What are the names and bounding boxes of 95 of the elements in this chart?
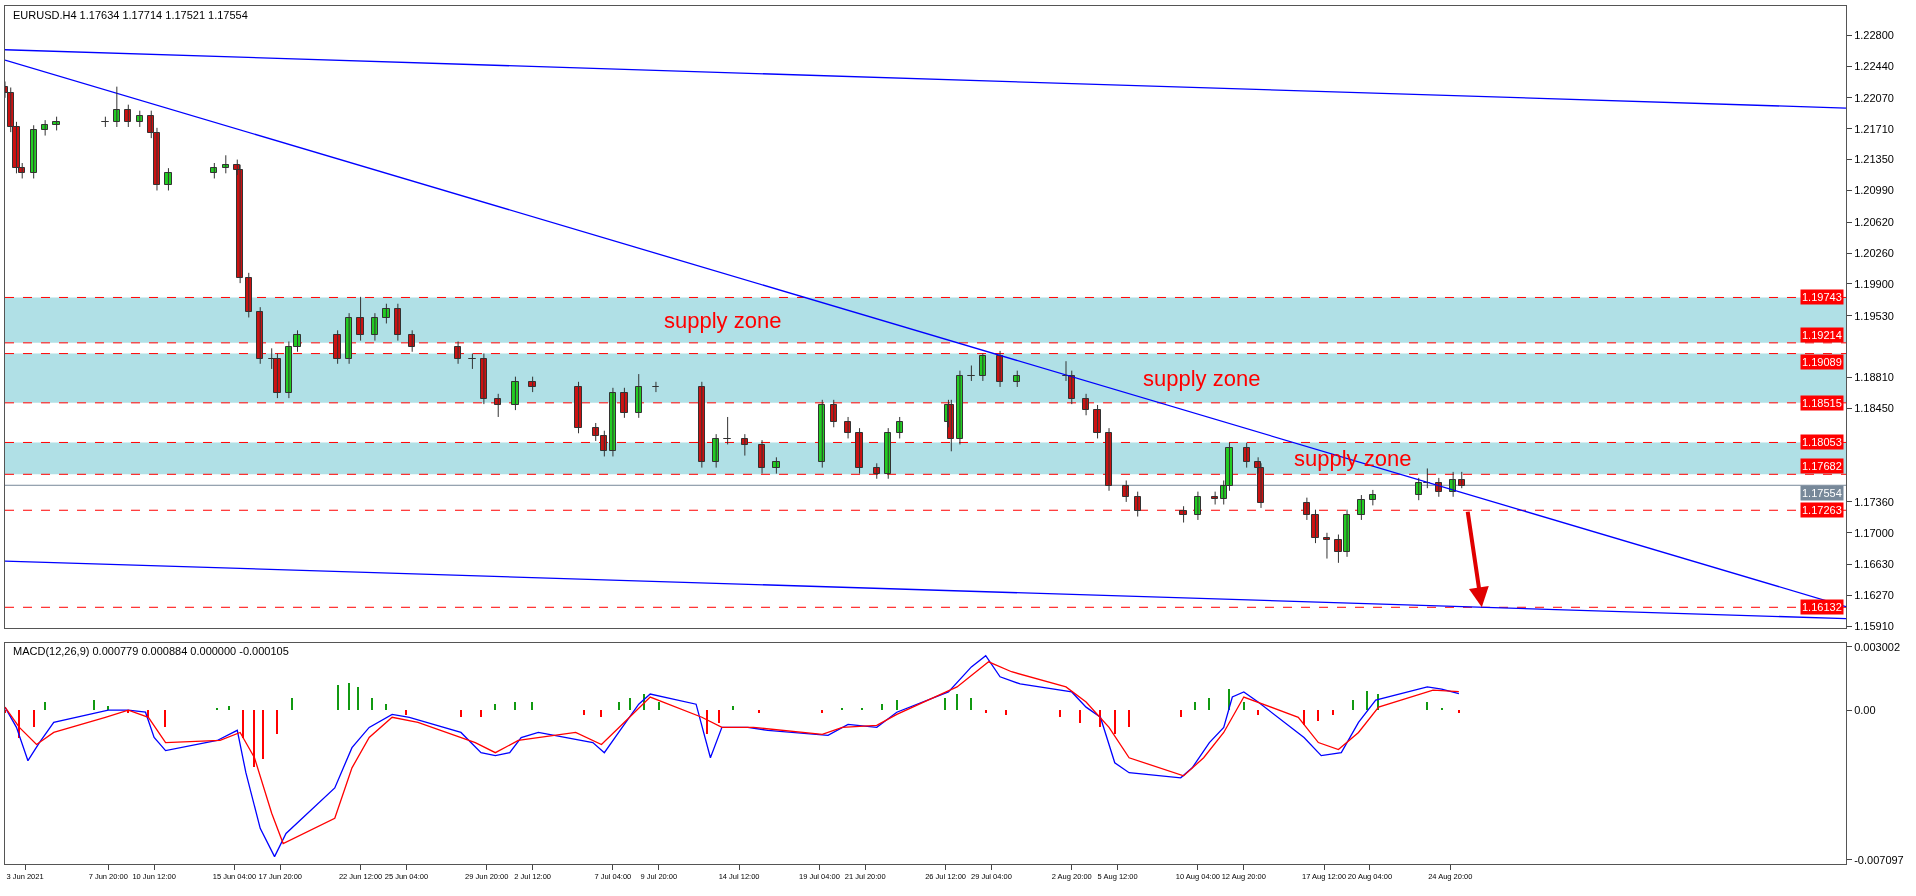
bar [514,701,516,710]
bar [385,703,387,710]
y-tick-label: 1.15910 [1854,620,1894,633]
bar [228,705,230,710]
bar [494,703,496,710]
y-tick-label: 1.21350 [1854,153,1894,166]
bar [147,709,149,717]
bar [970,697,972,710]
y-tick-label: 1.22800 [1854,29,1894,42]
ref-line-label: 1.19089 [1802,356,1842,368]
bar [1180,709,1182,717]
bar [896,699,898,710]
bar [618,701,620,710]
y-tick-label: 1.22070 [1854,91,1894,104]
y-tick-label: 1.19530 [1854,309,1894,322]
ref-line-label: 1.16132 [1802,601,1842,613]
bar [732,705,734,710]
bar [460,709,462,717]
bar [357,686,359,710]
band-label: supply zone [1143,366,1261,391]
bar [1441,707,1443,710]
ref-line-label: 1.19214 [1802,329,1842,341]
y-tick-label: 1.20620 [1854,216,1894,229]
bar [242,709,244,738]
bar [262,709,264,759]
bar [1303,709,1305,725]
bar [93,699,95,710]
bar [1332,709,1334,715]
bar [1128,709,1130,727]
bar [531,701,533,710]
bar [1079,709,1081,723]
band-label: supply zone [664,308,782,333]
bar [1257,709,1259,715]
chart-title: MACD(12,26,9) 0.000779 0.000884 0.000000 -0.000105 [13,645,289,657]
candlestick [1179,505,1187,524]
bar [861,707,863,710]
bar [348,682,350,710]
bar [944,697,946,710]
ref-line-label: 1.18515 [1802,397,1842,409]
bar [1194,701,1196,710]
bar [881,703,883,710]
band-label: supply zone [1294,446,1412,471]
bar [1059,709,1061,717]
y-tick-label: 1.18450 [1854,402,1894,415]
ref-line-label: 1.19743 [1802,291,1842,303]
bar [658,701,660,710]
bar [164,709,166,727]
ref-line-label: 1.18053 [1802,436,1842,448]
bar [371,697,373,710]
bar [841,707,843,710]
bar [629,697,631,710]
ref-line-label: 1.17554 [1802,487,1842,499]
bar [1352,699,1354,710]
bar [1243,701,1245,710]
bar [1458,709,1460,713]
y-tick-label: 1.21710 [1854,122,1894,135]
y-tick-label: 1.17000 [1854,526,1894,539]
bar [758,709,760,713]
bar [253,709,255,767]
bar [1208,697,1210,710]
bar [216,707,218,710]
bar [33,709,35,727]
bar [821,709,823,713]
bar [718,709,720,723]
bar [1005,709,1007,715]
y-tick-label: 0.003002 [1854,640,1901,653]
bar [985,709,987,713]
y-tick-label: 0.00 [1854,703,1876,716]
y-tick-label: 1.20990 [1854,184,1894,197]
bar [1317,709,1319,721]
candlestick [52,116,60,131]
chart-title: EURUSD.H4 1.17634 1.17714 1.17521 1.17554 [13,9,248,21]
bar [1366,690,1368,710]
bar [1114,709,1116,734]
bar [276,709,278,734]
bar [956,693,958,710]
y-tick-label: 1.16270 [1854,589,1894,602]
y-tick-label: 1.22440 [1854,59,1894,72]
y-tick-label: 1.16630 [1854,558,1894,571]
y-tick-label: 1.20260 [1854,246,1894,259]
bar [480,709,482,717]
bar [291,697,293,710]
bar [405,709,407,715]
y-tick-label: 1.18810 [1854,371,1894,384]
ref-line-label: 1.17682 [1802,460,1842,472]
bar [600,709,602,717]
y-tick-label: 1.19900 [1854,277,1894,290]
y-tick-label: -0.007097 [1854,853,1904,866]
y-tick-label: 1.17360 [1854,495,1894,508]
bar [1426,701,1428,710]
bar [583,709,585,715]
bar [337,684,339,710]
bar [44,701,46,710]
ref-line-label: 1.17263 [1802,504,1842,516]
bar [706,709,708,734]
